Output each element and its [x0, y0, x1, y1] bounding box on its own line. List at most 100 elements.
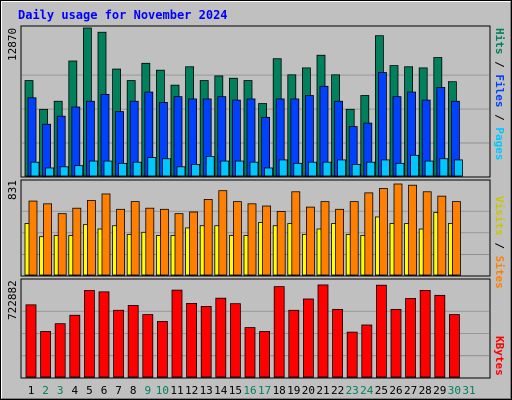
day-label: 2	[42, 384, 49, 397]
bar-kbytes	[215, 297, 227, 378]
bar-pages	[234, 160, 244, 177]
top-legend: Hits / Files / Pages	[493, 28, 506, 161]
bar-sites	[203, 199, 213, 276]
bar-sites	[451, 201, 461, 276]
bar-sites	[189, 211, 199, 276]
bar-sites	[335, 208, 345, 276]
bar-kbytes	[419, 289, 431, 378]
bar-pages	[439, 158, 449, 177]
legend-kbytes: KBytes	[493, 336, 506, 376]
bars-middle	[24, 183, 461, 276]
day-label: 1	[28, 384, 35, 397]
bar-sites	[28, 200, 38, 276]
bar-pages	[293, 162, 303, 177]
bar-sites	[305, 206, 315, 276]
bar-kbytes	[332, 308, 344, 378]
bar-sites	[364, 192, 374, 276]
day-label: 13	[200, 384, 213, 397]
bar-kbytes	[156, 321, 168, 378]
day-label: 28	[419, 384, 432, 397]
bar-kbytes	[346, 331, 358, 378]
day-label: 22	[331, 384, 344, 397]
day-label: 17	[258, 384, 271, 397]
legend-visits: Visits	[493, 196, 506, 236]
bar-sites	[43, 203, 52, 276]
bar-kbytes	[113, 309, 124, 378]
bar-pages	[424, 160, 434, 177]
bar-kbytes	[40, 331, 51, 378]
top-axis-max-label: 12870	[6, 28, 19, 61]
bar-kbytes	[390, 308, 402, 378]
day-label: 23	[346, 384, 359, 397]
day-label: 27	[404, 384, 417, 397]
legend-sites: Sites	[493, 256, 506, 289]
day-label: 8	[130, 384, 137, 397]
bar-pages	[410, 154, 420, 177]
legend-sep-3: /	[493, 236, 506, 256]
bar-sites	[320, 201, 330, 276]
bar-kbytes	[127, 305, 139, 378]
bar-pages	[205, 156, 215, 177]
day-label: 14	[214, 384, 228, 397]
day-label: 19	[287, 384, 300, 397]
bar-sites	[72, 207, 82, 276]
bar-sites	[437, 195, 447, 276]
legend-files: Files	[493, 74, 506, 107]
day-label: 3	[57, 384, 64, 397]
bar-sites	[116, 208, 125, 276]
bar-pages	[337, 159, 347, 177]
bar-sites	[393, 183, 403, 276]
bar-kbytes	[186, 303, 198, 378]
day-label: 9	[144, 384, 151, 397]
day-label: 29	[433, 384, 446, 397]
bar-sites	[232, 201, 242, 276]
legend-hits: Hits	[493, 28, 506, 55]
day-label: 7	[115, 384, 122, 397]
bar-pages	[45, 167, 54, 177]
bar-files	[261, 116, 271, 177]
day-label: 5	[86, 384, 93, 397]
bar-kbytes	[405, 298, 417, 378]
bar-kbytes	[84, 290, 95, 378]
bar-pages	[220, 160, 230, 177]
chart-title: Daily usage for November 2024	[18, 8, 228, 22]
bar-pages	[453, 159, 463, 177]
bar-kbytes	[361, 324, 373, 378]
bar-sites	[218, 190, 228, 276]
bar-pages	[59, 166, 69, 177]
bar-pages	[322, 161, 332, 177]
bar-kbytes	[171, 289, 183, 378]
middle-legend: Visits / Sites	[493, 196, 506, 289]
bar-pages	[366, 161, 376, 177]
day-label: 16	[243, 384, 256, 397]
legend-sep-2: /	[493, 108, 506, 128]
day-label: 10	[156, 384, 169, 397]
bars-bottom	[25, 284, 460, 378]
bar-kbytes	[229, 303, 241, 378]
bottom-axis-max-label: 722882	[6, 280, 19, 320]
legend-sep-1: /	[493, 55, 506, 75]
bar-kbytes	[273, 286, 285, 378]
legend-pages: Pages	[493, 127, 506, 160]
middle-axis-max-label: 831	[6, 180, 19, 200]
day-label: 20	[302, 384, 315, 397]
bar-pages	[395, 162, 405, 177]
bar-sites	[130, 201, 140, 276]
bar-kbytes	[259, 331, 271, 378]
bar-sites	[247, 203, 257, 276]
bar-kbytes	[69, 314, 81, 378]
bar-sites	[145, 207, 155, 276]
bar-sites	[87, 200, 96, 276]
bar-kbytes	[244, 327, 256, 378]
bar-pages	[307, 161, 317, 177]
day-label: 26	[389, 384, 402, 397]
day-label: 18	[273, 384, 286, 397]
bar-pages	[30, 161, 40, 177]
bar-kbytes	[54, 323, 66, 378]
bar-sites	[57, 213, 67, 276]
day-label: 21	[316, 384, 329, 397]
bar-pages	[89, 160, 98, 177]
bar-pages	[278, 159, 288, 177]
